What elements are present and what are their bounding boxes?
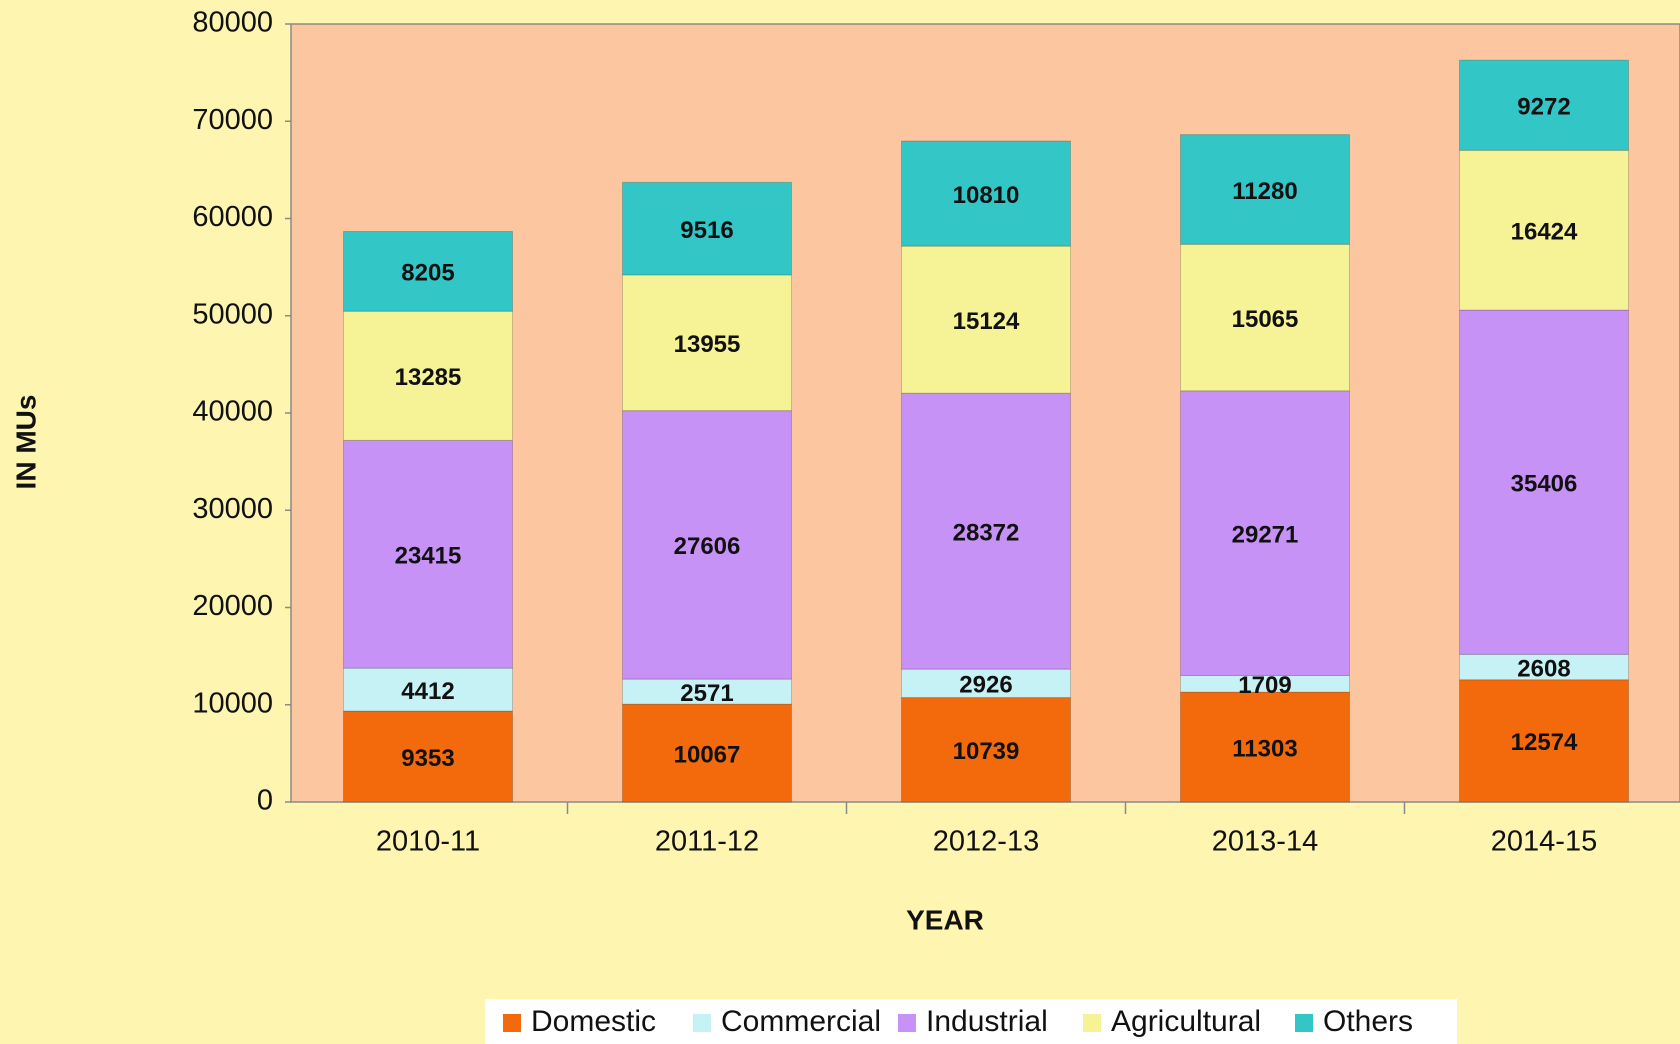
bar-segment	[1459, 59, 1629, 151]
data-label: 29271	[1232, 521, 1299, 548]
bar-segment	[1459, 653, 1629, 681]
x-tick-label: 2010-11	[376, 826, 480, 858]
y-tick-label: 50000	[192, 298, 273, 330]
legend-swatch	[898, 1014, 916, 1032]
legend-label: Agricultural	[1111, 1005, 1261, 1038]
bar-segment	[343, 439, 513, 669]
bar-segment	[1180, 674, 1350, 693]
data-label: 28372	[953, 519, 1020, 546]
data-label: 15065	[1232, 306, 1299, 333]
data-label: 2608	[1517, 655, 1570, 682]
data-label: 12574	[1511, 729, 1578, 756]
bar-segment	[343, 230, 513, 312]
data-label: 1709	[1238, 672, 1291, 699]
x-axis-title: YEAR	[906, 904, 984, 935]
legend-swatch	[1295, 1014, 1313, 1032]
bar-segment	[622, 181, 792, 276]
data-label: 8205	[401, 260, 454, 287]
y-axis-title: IN MUs	[10, 395, 41, 490]
data-label: 11303	[1232, 735, 1297, 762]
data-label: 9353	[401, 745, 454, 772]
data-label: 35406	[1511, 471, 1578, 498]
bar-segment	[901, 245, 1071, 394]
data-label: 16424	[1511, 219, 1578, 246]
bar-segment	[343, 310, 513, 441]
data-label: 4412	[401, 678, 454, 705]
y-tick-label: 30000	[192, 493, 273, 525]
data-label: 9272	[1517, 94, 1570, 121]
legend-label: Domestic	[531, 1005, 656, 1038]
data-label: 13285	[395, 364, 462, 391]
data-label: 10739	[953, 738, 1020, 765]
bar-segment	[901, 140, 1071, 247]
y-tick-label: 60000	[192, 201, 273, 233]
y-tick-label: 40000	[192, 396, 273, 428]
data-label: 11280	[1232, 178, 1297, 205]
data-label: 2571	[680, 680, 733, 707]
x-tick-label: 2014-15	[1491, 826, 1597, 858]
bar-segment	[1459, 149, 1629, 311]
legend-label: Industrial	[926, 1005, 1048, 1038]
data-label: 2926	[959, 672, 1012, 699]
bar-segment	[1180, 134, 1350, 245]
y-tick-label: 70000	[192, 104, 273, 136]
data-label: 13955	[674, 331, 741, 358]
y-tick-label: 0	[257, 785, 273, 817]
y-tick-label: 80000	[192, 7, 273, 39]
bar-segment	[622, 678, 792, 705]
legend-label: Others	[1323, 1005, 1413, 1038]
bar-segment	[1180, 243, 1350, 392]
data-label: 27606	[674, 533, 741, 560]
bar-segment	[622, 274, 792, 412]
x-tick-label: 2012-13	[933, 826, 1039, 858]
x-tick-label: 2011-12	[655, 826, 759, 858]
legend-swatch	[503, 1014, 521, 1032]
legend-label: Commercial	[721, 1005, 881, 1038]
bar-segment	[622, 703, 792, 803]
bar-segment	[343, 667, 513, 712]
bar-segment	[1180, 691, 1350, 803]
bar-segment	[901, 697, 1071, 803]
data-label: 10067	[674, 741, 741, 768]
legend-swatch	[693, 1014, 711, 1032]
y-tick-label: 20000	[192, 590, 273, 622]
data-label: 15124	[953, 308, 1020, 335]
bar-segment	[901, 392, 1071, 670]
x-tick-label: 2013-14	[1212, 826, 1318, 858]
bar-segment	[1459, 309, 1629, 655]
data-label: 23415	[395, 543, 462, 570]
data-label: 9516	[680, 217, 733, 244]
bar-segment	[1180, 390, 1350, 676]
legend-swatch	[1083, 1014, 1101, 1032]
bar-segment	[1459, 679, 1629, 803]
y-tick-label: 10000	[192, 687, 273, 719]
bar-segment	[622, 410, 792, 680]
data-label: 10810	[953, 182, 1020, 209]
